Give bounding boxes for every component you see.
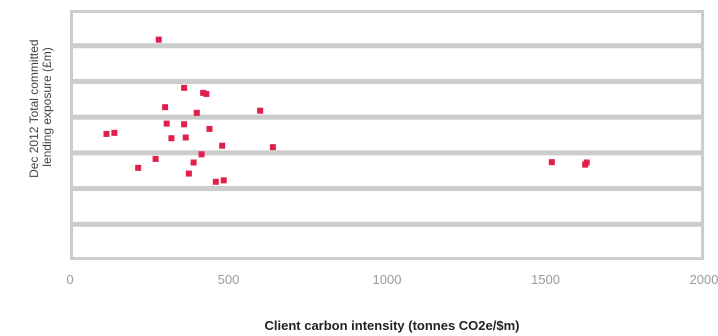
plot-band (73, 13, 701, 44)
data-point (135, 164, 142, 171)
data-point (582, 161, 589, 168)
y-axis-label-line-2: lending exposure (£m) (40, 47, 54, 166)
x-tick-label: 1500 (531, 272, 560, 287)
plot-area (70, 10, 704, 260)
data-point (163, 120, 170, 127)
data-point (200, 89, 207, 96)
data-point (181, 121, 188, 128)
data-point (212, 178, 219, 185)
data-point (111, 129, 118, 136)
plot-band (73, 191, 701, 222)
plot-band (73, 155, 701, 187)
data-point (548, 159, 555, 166)
data-point (155, 36, 162, 43)
data-point (219, 142, 226, 149)
y-axis-label-line-1: Dec 2012 Total committed (27, 39, 41, 178)
x-axis-ticks: 0 500 1000 1500 2000 (66, 272, 718, 287)
x-tick-label: 2000 (690, 272, 718, 287)
data-point (168, 135, 175, 142)
data-point (269, 144, 276, 151)
data-point (257, 107, 264, 114)
data-point (182, 134, 189, 141)
data-point (220, 177, 227, 184)
data-point (162, 104, 169, 111)
data-point (152, 155, 159, 162)
data-point (198, 151, 205, 158)
data-point (190, 159, 197, 166)
y-axis-label: Dec 2012 Total committed lending exposur… (27, 36, 54, 178)
data-point (185, 170, 192, 177)
plot-band (73, 83, 701, 115)
x-tick-label: 1000 (373, 272, 402, 287)
x-tick-label: 0 (66, 272, 73, 287)
plot-band (73, 226, 701, 257)
data-point (203, 90, 210, 97)
plot-band (73, 119, 701, 151)
data-point (193, 109, 200, 116)
data-points (103, 36, 590, 185)
data-point (103, 130, 110, 137)
x-axis-label: Client carbon intensity (tonnes CO2e/$m) (265, 318, 520, 333)
data-point (206, 125, 213, 132)
x-tick-label: 500 (218, 272, 240, 287)
plot-band (73, 48, 701, 79)
data-point (181, 84, 188, 91)
